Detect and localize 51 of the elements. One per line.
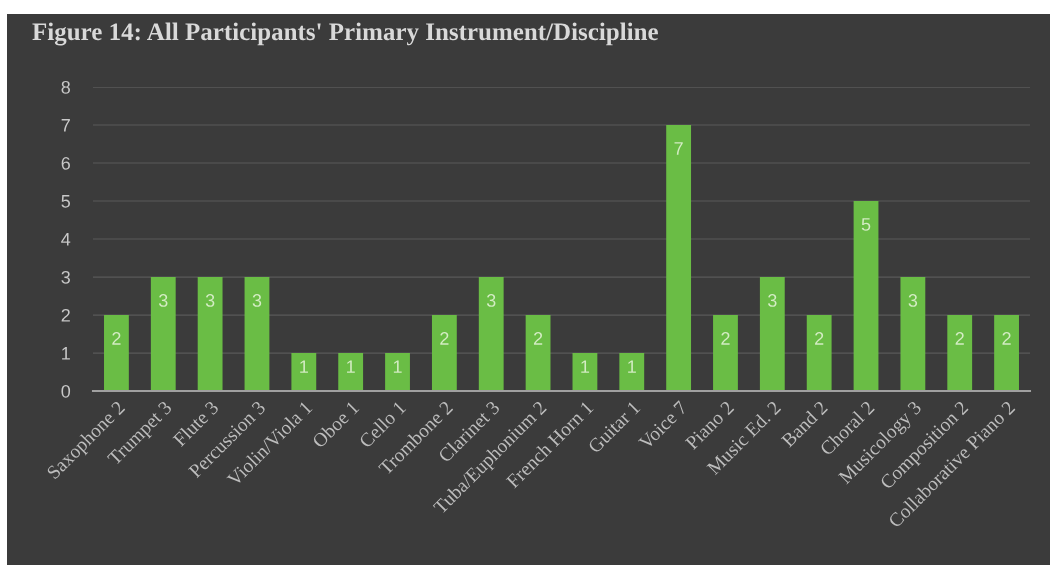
data-label: 3 xyxy=(158,294,168,307)
bar xyxy=(525,315,551,391)
bar xyxy=(385,353,410,391)
bar xyxy=(150,277,176,391)
data-label: 1 xyxy=(393,360,402,373)
data-label: 3 xyxy=(908,294,918,307)
bar xyxy=(806,315,832,391)
bar xyxy=(759,277,785,391)
bar xyxy=(994,315,1019,391)
bar xyxy=(947,315,973,391)
bar xyxy=(291,353,317,391)
data-label: 2 xyxy=(112,332,121,345)
data-label: 2 xyxy=(533,332,543,345)
bar xyxy=(572,353,598,391)
bar xyxy=(197,277,223,391)
data-label: 3 xyxy=(205,294,215,307)
y-tick-label: 3 xyxy=(61,270,70,284)
bar xyxy=(900,277,926,391)
y-tick-label: 6 xyxy=(61,156,70,170)
bar xyxy=(338,353,364,391)
data-label: 2 xyxy=(815,332,824,345)
y-tick-label: 8 xyxy=(61,80,70,94)
bar xyxy=(853,201,879,391)
data-label: 2 xyxy=(1002,332,1011,345)
y-tick-label: 7 xyxy=(61,119,70,132)
bar xyxy=(244,277,270,391)
data-label: 3 xyxy=(252,294,262,307)
bar xyxy=(713,315,738,391)
data-label: 1 xyxy=(628,360,636,373)
data-label: 3 xyxy=(486,294,496,307)
y-tick-label: 1 xyxy=(62,347,70,360)
bar xyxy=(104,315,129,391)
data-label: 3 xyxy=(767,294,777,307)
bar xyxy=(478,277,504,391)
bar xyxy=(619,353,645,391)
y-tick-label: 5 xyxy=(61,195,71,208)
y-tick-label: 0 xyxy=(61,384,71,398)
chart-title: Figure 14: All Participants' Primary Instrument/Discipline xyxy=(32,22,658,46)
data-label: 5 xyxy=(861,218,871,231)
data-label: 7 xyxy=(674,142,683,155)
x-tick-label: Oboe 1 xyxy=(311,400,360,449)
bar xyxy=(431,315,457,391)
bar xyxy=(666,125,692,391)
y-tick-label: 4 xyxy=(61,233,71,246)
data-label: 2 xyxy=(955,332,964,345)
data-label: 2 xyxy=(721,332,730,345)
y-tick-label: 2 xyxy=(61,308,70,322)
data-label: 2 xyxy=(440,332,449,345)
data-label: 1 xyxy=(300,360,308,373)
data-label: 1 xyxy=(347,360,355,373)
data-label: 1 xyxy=(581,360,590,373)
